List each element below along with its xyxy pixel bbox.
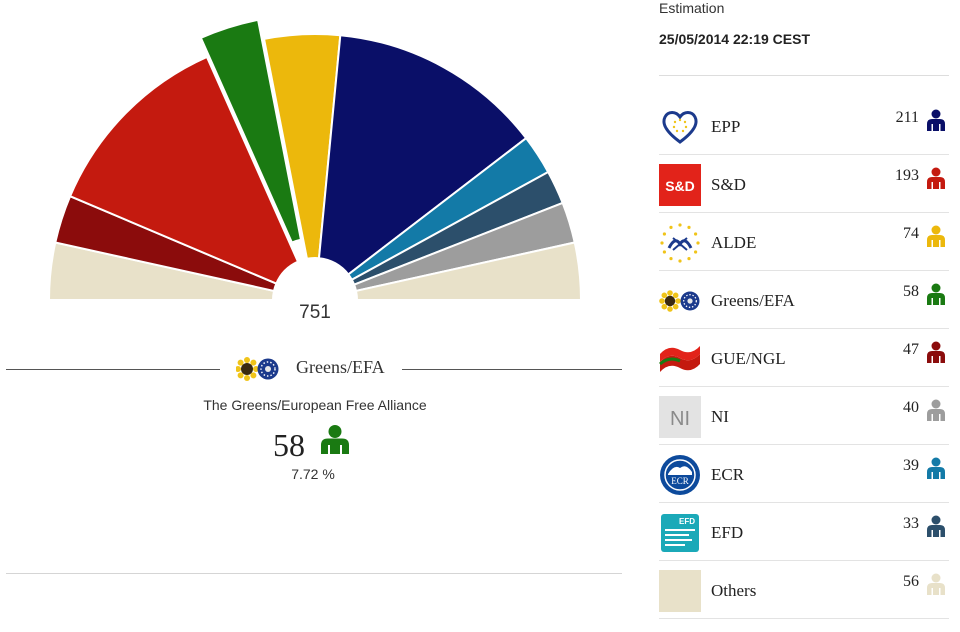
person-icon — [925, 457, 947, 484]
party-row-greens-efa[interactable]: Greens/EFA 58 — [659, 271, 949, 329]
party-row-alde[interactable]: ALDE 74 — [659, 213, 949, 271]
person-icon — [925, 573, 947, 600]
selected-party-seats: 58 — [273, 427, 305, 463]
hemicycle-slice-s-d-2[interactable] — [68, 55, 300, 285]
party-seats: 39 — [903, 457, 919, 474]
party-name: NI — [711, 407, 729, 426]
selected-party-name: Greens/EFA — [296, 357, 385, 377]
person-icon — [318, 424, 352, 459]
sidebar-divider — [659, 75, 949, 76]
hemicycle-chart — [47, 18, 583, 300]
greens-efa-logo — [659, 280, 701, 322]
party-name: S&D — [711, 175, 746, 194]
efd-logo-text: EFD — [679, 517, 695, 526]
greens-efa-logo — [235, 356, 280, 387]
person-icon — [925, 515, 947, 542]
party-seats: 193 — [895, 167, 919, 184]
person-icon — [925, 167, 947, 194]
party-row-gue-ngl[interactable]: GUE/NGL 47 — [659, 329, 949, 387]
total-seats: 751 — [299, 302, 331, 323]
sd-logo-text: S&D — [665, 178, 695, 194]
person-icon — [925, 225, 947, 252]
sidebar-date: 25/05/2014 22:19 CEST — [659, 31, 810, 47]
sidebar-title: Estimation — [659, 0, 725, 16]
divider-left — [6, 369, 220, 370]
party-row-efd[interactable]: EFD EFD 33 — [659, 503, 949, 561]
hemicycle-slice-others-9[interactable] — [354, 241, 583, 300]
party-seats: 211 — [895, 109, 919, 126]
party-name: GUE/NGL — [711, 349, 786, 368]
ecr-logo-text: ECR — [671, 476, 689, 486]
person-icon — [925, 109, 947, 136]
party-seats: 74 — [903, 225, 919, 242]
party-row-ni[interactable]: NI NI 40 — [659, 387, 949, 445]
selected-party-full-name: The Greens/European Free Alliance — [203, 397, 427, 413]
party-name: Others — [711, 581, 757, 600]
person-icon — [925, 283, 947, 310]
party-name: ALDE — [711, 233, 757, 252]
bottom-divider — [6, 573, 622, 574]
selected-party-percent: 7.72 % — [291, 466, 335, 482]
others-swatch — [659, 570, 701, 612]
party-name: Greens/EFA — [711, 291, 795, 310]
party-list: EPP 211 S&D S&D 193 — [659, 97, 949, 619]
person-icon — [925, 399, 947, 426]
party-name: EPP — [711, 117, 741, 136]
divider-right — [402, 369, 622, 370]
party-row-sd[interactable]: S&D S&D 193 — [659, 155, 949, 213]
party-name: ECR — [711, 465, 745, 484]
person-icon — [925, 341, 947, 368]
party-row-others[interactable]: Others 56 — [659, 561, 949, 619]
party-seats: 56 — [903, 573, 919, 590]
hemicycle-slice-epp-5[interactable] — [317, 34, 528, 276]
party-seats: 40 — [903, 399, 919, 416]
hemicycle-slice-greens-efa-3[interactable] — [199, 18, 303, 244]
party-row-ecr[interactable]: ECR ECR 39 — [659, 445, 949, 503]
epp-heart-logo — [659, 106, 701, 148]
efd-logo: EFD — [659, 512, 701, 554]
party-seats: 58 — [903, 283, 919, 300]
party-seats: 33 — [903, 515, 919, 532]
party-name: EFD — [711, 523, 744, 542]
ni-logo: NI — [659, 396, 701, 438]
ecr-logo: ECR — [659, 454, 701, 496]
sd-logo: S&D — [659, 164, 701, 206]
party-seats: 47 — [903, 341, 919, 358]
party-row-epp[interactable]: EPP 211 — [659, 97, 949, 155]
ni-logo-text: NI — [670, 408, 690, 430]
alde-logo — [659, 222, 701, 264]
gue-ngl-flag-logo — [659, 338, 701, 380]
